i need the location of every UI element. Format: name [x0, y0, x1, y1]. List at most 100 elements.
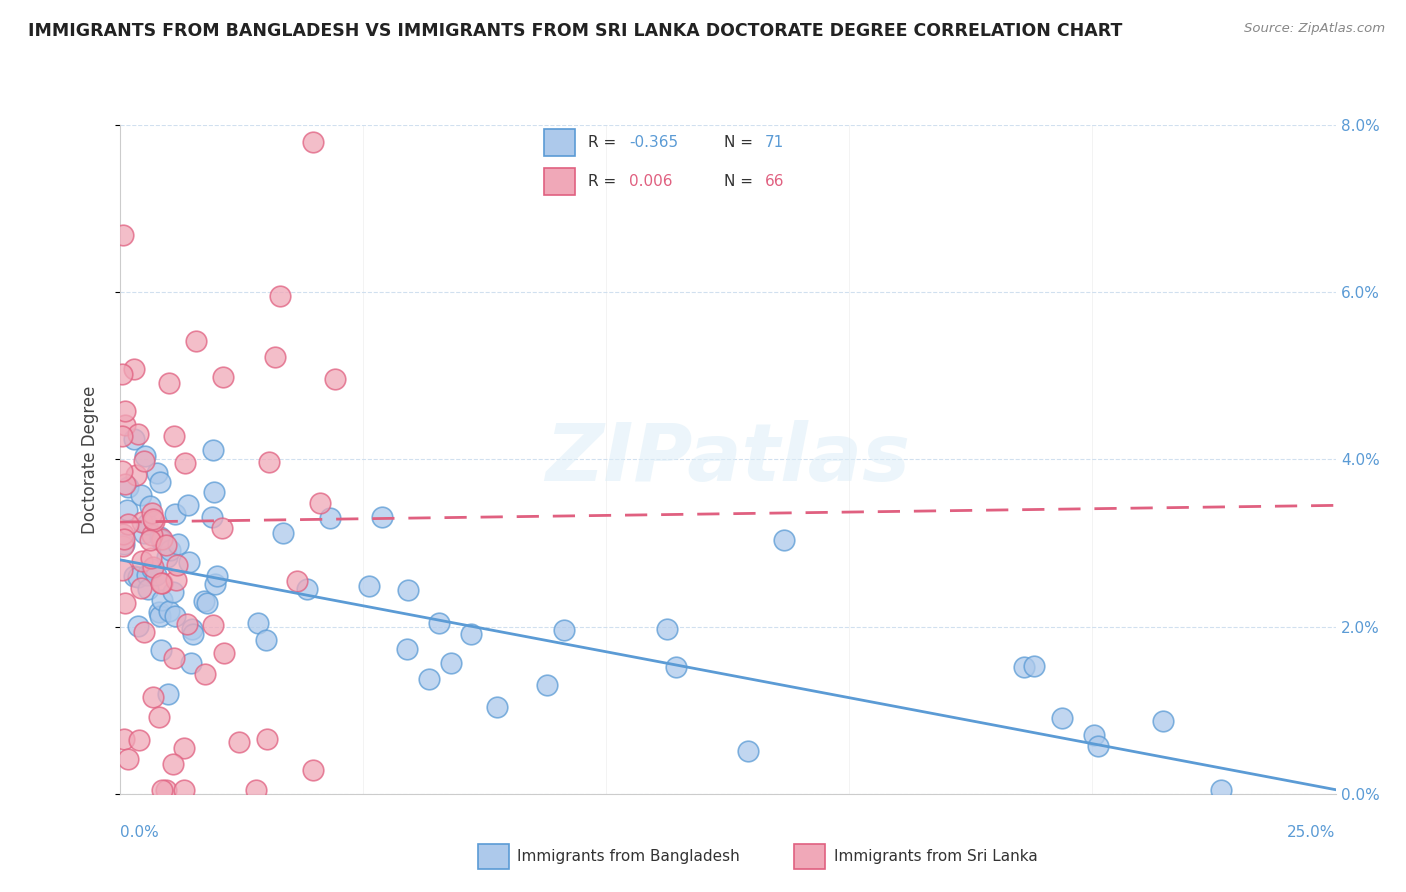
Point — [156, 550, 179, 565]
Point — [142, 511, 165, 525]
Point — [145, 568, 167, 582]
Point — [136, 568, 159, 582]
Point — [202, 485, 225, 500]
Point — [772, 533, 794, 547]
Point — [1083, 728, 1105, 742]
Point — [486, 700, 509, 714]
Point — [165, 574, 187, 588]
Point — [134, 454, 156, 468]
Text: R =: R = — [588, 174, 621, 189]
Point — [256, 731, 278, 746]
Point — [163, 429, 186, 443]
Point — [536, 678, 558, 692]
Point — [141, 528, 163, 542]
Point — [150, 533, 173, 547]
Point — [184, 334, 207, 349]
Point — [201, 510, 224, 524]
Point — [195, 596, 218, 610]
Point — [180, 656, 202, 670]
Point — [142, 690, 165, 704]
Point — [114, 596, 136, 610]
Bar — [544, 129, 575, 156]
Point — [114, 417, 136, 432]
Point — [1022, 659, 1045, 673]
Point — [111, 464, 134, 478]
Point — [396, 582, 419, 597]
Y-axis label: Doctorate Degree: Doctorate Degree — [80, 385, 98, 533]
Point — [371, 510, 394, 524]
Text: 0.006: 0.006 — [630, 174, 672, 189]
Point — [124, 468, 146, 483]
Point — [157, 376, 180, 391]
Point — [111, 368, 134, 382]
Point — [141, 562, 163, 576]
Text: N =: N = — [724, 174, 758, 189]
Point — [357, 579, 380, 593]
Point — [655, 622, 678, 636]
Point — [254, 633, 277, 648]
Point — [181, 622, 204, 636]
Point — [440, 656, 463, 670]
Point — [128, 732, 150, 747]
Text: N =: N = — [724, 135, 758, 150]
Point — [211, 370, 233, 384]
Point — [1050, 711, 1073, 725]
Point — [665, 660, 688, 674]
Point — [129, 581, 152, 595]
Text: Source: ZipAtlas.com: Source: ZipAtlas.com — [1244, 22, 1385, 36]
Point — [1012, 660, 1035, 674]
Point — [111, 428, 134, 442]
Point — [117, 752, 139, 766]
Point — [181, 626, 204, 640]
Point — [167, 537, 190, 551]
Point — [202, 443, 225, 458]
Point — [122, 569, 145, 583]
Point — [155, 782, 177, 797]
Point — [308, 496, 330, 510]
Point — [115, 503, 138, 517]
Point — [162, 757, 184, 772]
Point — [111, 526, 134, 541]
Point — [134, 449, 156, 463]
Text: 25.0%: 25.0% — [1288, 825, 1336, 840]
Point — [1209, 782, 1232, 797]
Point — [212, 647, 235, 661]
Point — [737, 744, 759, 758]
Point — [132, 526, 155, 541]
Text: Immigrants from Sri Lanka: Immigrants from Sri Lanka — [834, 849, 1038, 863]
Point — [129, 488, 152, 502]
Point — [257, 455, 280, 469]
Point — [152, 782, 174, 797]
Point — [122, 362, 145, 376]
Point — [142, 560, 165, 574]
Point — [112, 537, 135, 551]
Text: ZIPatlas: ZIPatlas — [546, 420, 910, 499]
Point — [166, 558, 188, 572]
Point — [112, 732, 135, 747]
Point — [131, 554, 153, 568]
Point — [173, 782, 195, 797]
Point — [323, 372, 346, 386]
Text: R =: R = — [588, 135, 621, 150]
Point — [117, 516, 139, 531]
Point — [396, 642, 419, 657]
Point — [139, 533, 162, 548]
Point — [177, 555, 200, 569]
Point — [141, 506, 163, 520]
Point — [150, 575, 173, 590]
Point — [194, 667, 217, 681]
Text: IMMIGRANTS FROM BANGLADESH VS IMMIGRANTS FROM SRI LANKA DOCTORATE DEGREE CORRELA: IMMIGRANTS FROM BANGLADESH VS IMMIGRANTS… — [28, 22, 1122, 40]
Point — [111, 563, 134, 577]
Point — [173, 740, 195, 755]
Point — [177, 498, 200, 512]
Point — [302, 135, 325, 149]
Point — [176, 617, 198, 632]
Point — [211, 521, 233, 535]
Point — [145, 467, 167, 481]
Point — [149, 576, 172, 591]
Point — [149, 608, 172, 623]
Point — [155, 538, 177, 552]
Point — [149, 475, 172, 490]
Point — [127, 619, 149, 633]
Text: -0.365: -0.365 — [630, 135, 678, 150]
